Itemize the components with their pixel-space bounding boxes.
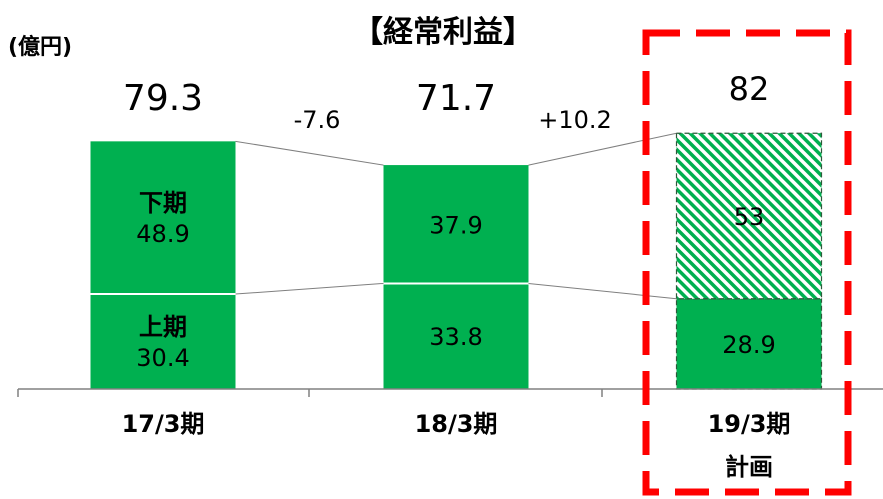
x-axis-ticks bbox=[17, 389, 603, 397]
x-label-2: 19/3期 bbox=[708, 410, 791, 438]
x-label-1: 18/3期 bbox=[415, 410, 498, 438]
change-label-0: -7.6 bbox=[294, 106, 341, 134]
bar-second-half-2 bbox=[675, 132, 823, 300]
label-second-half-2-0: 53 bbox=[734, 203, 765, 231]
label-first-half-1-0: 33.8 bbox=[429, 323, 482, 351]
bar-first-half-0 bbox=[90, 294, 236, 389]
connector-mid-0 bbox=[235, 282, 384, 295]
bar-second-half-1 bbox=[383, 165, 529, 284]
label-second-half-0-1: 48.9 bbox=[136, 220, 189, 248]
label-first-half-0-0: 上期 bbox=[139, 313, 187, 341]
bars bbox=[90, 132, 823, 390]
bar-second-half-0 bbox=[90, 141, 236, 295]
label-first-half-2-0: 28.9 bbox=[722, 331, 775, 359]
connector-mid-1 bbox=[528, 282, 677, 300]
plan-highlight-box bbox=[642, 29, 852, 496]
connector-top-0 bbox=[235, 140, 384, 166]
chart-title: 【経常利益】 bbox=[353, 15, 533, 50]
label-second-half-1-0: 37.9 bbox=[429, 211, 482, 239]
total-label-2: 82 bbox=[729, 70, 770, 108]
bar-first-half-1 bbox=[383, 283, 529, 389]
change-label-1: +10.2 bbox=[538, 106, 612, 134]
label-second-half-0-0: 下期 bbox=[139, 189, 187, 217]
total-label-1: 71.7 bbox=[416, 78, 496, 119]
connector-top-1 bbox=[528, 132, 677, 166]
total-label-0: 79.3 bbox=[123, 78, 203, 119]
label-first-half-0-1: 30.4 bbox=[136, 344, 189, 372]
x-label-line2-2: 計画 bbox=[725, 453, 773, 481]
data-labels: 上期 30.4 下期 48.9 79.3 33.8 37.9 71.7 28.9 53 82 -7.6… bbox=[123, 70, 776, 372]
connector-lines bbox=[235, 132, 677, 300]
unit-label: (億円) bbox=[8, 34, 72, 60]
x-label-0: 17/3期 bbox=[122, 410, 205, 438]
